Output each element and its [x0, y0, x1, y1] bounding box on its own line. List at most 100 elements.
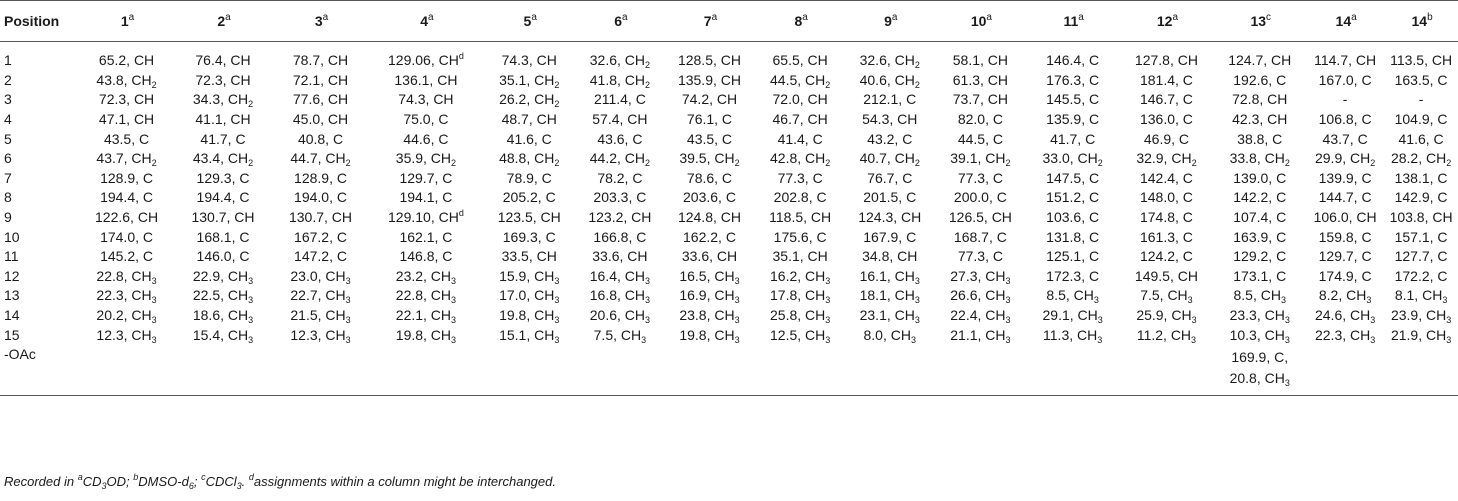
table-cell: 25.9, CH3 — [1136, 307, 1197, 326]
table-cell: 172.2, C — [1394, 267, 1448, 284]
table-cell: 172.3, C — [1046, 267, 1100, 284]
table-row: 1 65.2, CH 76.4, CH 78.7, CH 129.06, CHd 74.3… — [0, 42, 1458, 71]
table-cell: 44.5, C — [957, 130, 1003, 147]
table-cell: 41.4, C — [777, 130, 823, 147]
table-cell: 11.3, CH3 — [1043, 326, 1103, 345]
table-cell: 19.8, CH3 — [395, 326, 457, 345]
column-header-compound: 2a — [174, 0, 274, 42]
table-cell: 146.8, C — [399, 248, 453, 265]
row-position-label: 12 — [4, 267, 20, 284]
table-cell: 57.4, CH — [592, 111, 648, 128]
table-cell: 136.1, CH — [394, 71, 458, 88]
table-cell: 38.8, C — [1237, 130, 1283, 147]
table-cell: 72.3, CH — [195, 71, 251, 88]
table-cell: 44.5, CH2 — [770, 71, 831, 90]
table-cell — [1306, 344, 1387, 396]
table-cell: 16.2, CH3 — [770, 267, 831, 286]
table-cell: 131.8, C — [1046, 228, 1100, 245]
table-cell: 26.6, CH3 — [950, 287, 1011, 306]
column-header-compound: 5a — [483, 0, 577, 42]
table-cell: 11.2, CH3 — [1136, 326, 1197, 345]
table-cell: 29.1, CH3 — [1042, 307, 1103, 326]
table-cell: 129.06, CHd — [388, 51, 464, 69]
table-cell: 7.5, CH3 — [1140, 287, 1193, 306]
table-cell: 113.5, CH — [1390, 52, 1453, 69]
table-cell: 16.1, CH3 — [859, 267, 920, 286]
table-cell: 8.0, CH3 — [863, 326, 916, 345]
table-cell: 146.4, C — [1046, 52, 1100, 69]
table-cell: 40.8, C — [297, 130, 344, 147]
table-cell: 78.6, C — [686, 169, 733, 186]
table-cell: 19.8, CH3 — [499, 307, 560, 326]
table-row: 11 145.2, C 146.0, C 147.2, C 146.8, C 33.5, … — [0, 247, 1458, 267]
table-cell: 77.6, CH — [292, 91, 349, 108]
table-cell: 135.9, CH — [677, 71, 741, 88]
column-header-position: Position — [0, 0, 81, 42]
table-cell: 21.1, CH3 — [950, 326, 1011, 345]
table-cell: 23.1, CH3 — [859, 307, 920, 326]
table-cell: 39.1, CH2 — [950, 150, 1011, 169]
table-cell: 161.3, C — [1139, 228, 1193, 245]
table-row: 7 128.9, C 129.3, C 128.9, C 129.7, C 78.9, C… — [0, 169, 1458, 189]
table-cell: 200.0, C — [953, 189, 1007, 206]
table-cell: 18.1, CH3 — [859, 287, 920, 306]
table-cell: 212.1, C — [863, 91, 917, 108]
table-cell: 32.6, CH2 — [859, 52, 920, 71]
column-header-compound: 6a — [576, 0, 666, 42]
table-cell: 139.9, C — [1318, 169, 1372, 186]
table-cell: 194.0, C — [294, 189, 347, 206]
table-cell: 44.2, CH2 — [589, 150, 651, 169]
table-row: -OAc 169.9, C, 20.8, CH3 — [0, 344, 1458, 396]
table-row: 5 43.5, C 41.7, C 40.8, C 44.6, C 41.6, C 43.6… — [0, 129, 1458, 149]
table-cell: 203.3, C — [593, 189, 647, 206]
row-position-label: 9 — [4, 209, 12, 226]
row-position-label: -OAc — [0, 344, 81, 396]
table-cell: 107.4, C — [1233, 209, 1287, 226]
table-cell: 20.6, CH3 — [589, 307, 651, 326]
table-cell: 163.5, C — [1394, 71, 1448, 88]
table-cell: 147.2, C — [294, 248, 347, 265]
table-cell: 74.2, CH — [681, 91, 738, 108]
table-cell: 29.9, CH2 — [1314, 150, 1376, 169]
table-cell: 25.8, CH3 — [770, 307, 831, 326]
table-cell: 16.5, CH3 — [679, 267, 740, 286]
table-cell: 46.7, CH — [772, 111, 828, 128]
table-cell — [935, 344, 1028, 396]
table-cell: 72.0, CH — [772, 91, 828, 108]
table-row: 13 22.3, CH3 22.5, CH3 22.7, CH3 22.8, CH3 17… — [0, 286, 1458, 306]
table-cell: 41.1, CH — [195, 111, 251, 128]
column-header-compound: 7a — [665, 0, 756, 42]
table-cell: 12.3, CH3 — [96, 326, 157, 345]
table-cell: 129.7, C — [399, 169, 453, 186]
column-header-compound: 11a — [1027, 0, 1120, 42]
table-cell: 129.3, C — [196, 169, 250, 186]
table-cell: 41.7, C — [1050, 130, 1096, 147]
table-cell: 33.0, CH2 — [1042, 150, 1103, 169]
table-cell: 181.4, C — [1139, 71, 1193, 88]
row-position-label: 5 — [4, 130, 12, 147]
table-cell: 22.3, CH3 — [96, 287, 157, 306]
table-cell: 8.1, CH3 — [1394, 287, 1448, 306]
table-cell: 159.8, C — [1318, 228, 1372, 245]
table-cell: 43.6, C — [597, 130, 643, 147]
column-header-compound: 10a — [935, 0, 1028, 42]
table-cell: 176.3, C — [1046, 71, 1100, 88]
table-cell: 28.2, CH2 — [1390, 150, 1452, 169]
table-cell: 32.9, CH2 — [1136, 150, 1197, 169]
table-cell: 76.7, C — [867, 169, 913, 186]
table-cell: 40.6, CH2 — [859, 71, 920, 90]
table-cell: 169.9, C, 20.8, CH3 — [1215, 344, 1307, 396]
column-header-compound: 9a — [846, 0, 936, 42]
table-cell: 33.8, CH2 — [1229, 150, 1290, 169]
table-row: 2 43.8, CH2 72.3, CH 72.1, CH 136.1, CH 35.1,… — [0, 71, 1458, 91]
table-cell: 167.2, C — [294, 228, 347, 245]
row-position-label: 8 — [4, 189, 12, 206]
table-row: 8 194.4, C 194.4, C 194.0, C 194.1, C 205.2, … — [0, 188, 1458, 208]
table-cell: 43.5, C — [103, 130, 150, 147]
table-cell — [1386, 344, 1458, 396]
table-cell: 12.3, CH3 — [290, 326, 351, 345]
table-cell: 42.8, CH2 — [770, 150, 831, 169]
table-cell: 12.5, CH3 — [770, 326, 831, 345]
row-position-label: 3 — [4, 91, 12, 108]
table-cell: 7.5, CH3 — [593, 326, 647, 345]
